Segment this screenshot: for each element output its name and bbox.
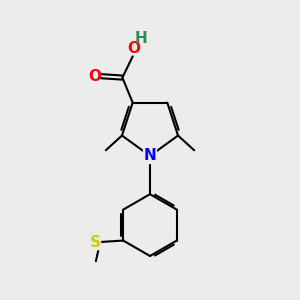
Text: N: N: [144, 148, 156, 164]
Text: O: O: [128, 41, 140, 56]
Text: O: O: [88, 69, 101, 84]
Text: H: H: [135, 31, 147, 46]
Text: S: S: [89, 235, 100, 250]
